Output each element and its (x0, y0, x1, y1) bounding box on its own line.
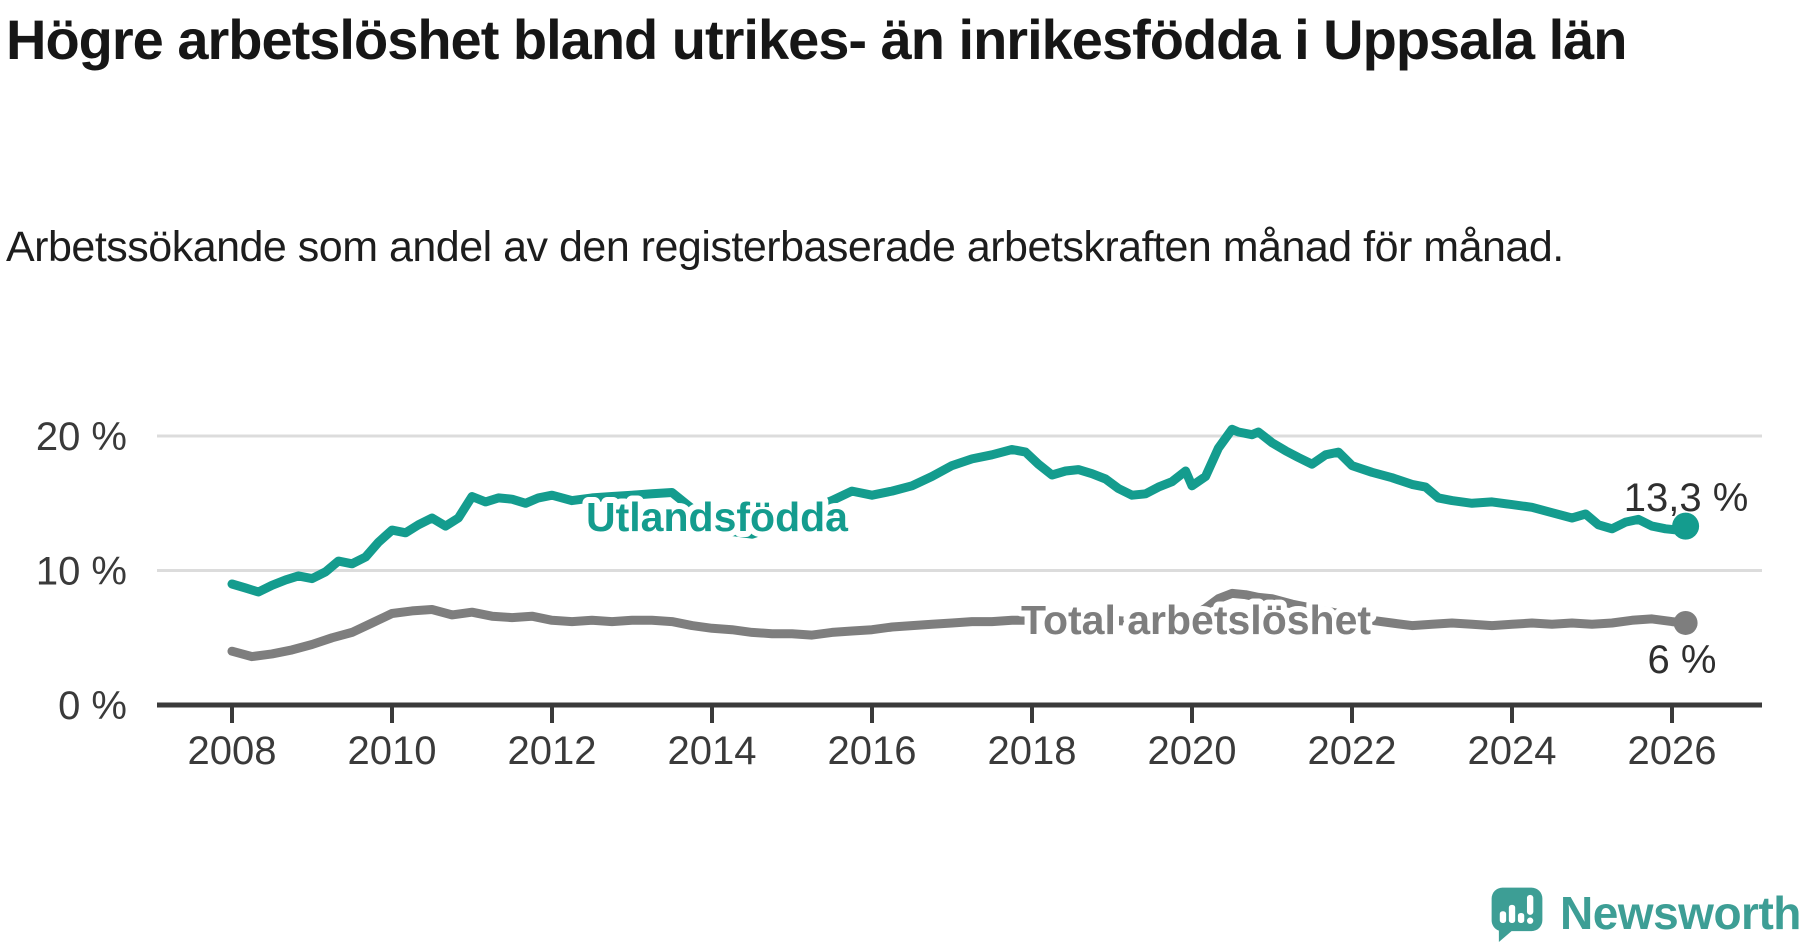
newsworthy-logo-icon (1491, 887, 1543, 942)
end-value-label-foreign-born: 13,3 % (1624, 476, 1749, 520)
gridlines (157, 434, 1762, 572)
y-axis-tick-label: 10 % (36, 550, 127, 594)
logo-exclamation-stem (1526, 894, 1534, 915)
x-axis-tick-label: 2024 (1468, 729, 1557, 773)
x-axis-tick-label: 2010 (348, 729, 437, 773)
end-value-label-total: 6 % (1648, 638, 1717, 682)
series-label-foreign-born: Utlandsfödda (586, 494, 849, 540)
logo-exclamation-dot (1526, 917, 1534, 924)
y-axis-tick-label: 0 % (58, 684, 127, 728)
x-axis-tick-label: 2014 (668, 729, 757, 773)
series-lines (227, 424, 1700, 662)
page-title: Högre arbetslöshet bland utrikes- än inr… (6, 8, 1628, 71)
x-axis-tick-label: 2020 (1148, 729, 1237, 773)
series-line-1 (227, 588, 1691, 662)
newsworthy-logo: Newsworthy (1488, 884, 1800, 942)
series-label-total: Total arbetslöshet (1021, 597, 1371, 643)
x-axis-tick-label: 2012 (508, 729, 597, 773)
x-axis-tick-label: 2016 (828, 729, 917, 773)
series-line-0 (227, 424, 1691, 597)
series-end-dot-1 (1673, 610, 1698, 635)
logo-bar-1 (1499, 911, 1507, 923)
chart-subtitle: Arbetssökande som andel av den registerb… (6, 223, 1564, 271)
x-axis-labels: 2008 2010 2012 2014 2016 2018 2020 2022 2024 2026 (188, 729, 1717, 773)
x-axis-tick-label: 2022 (1308, 729, 1397, 773)
x-axis-tick-label: 2026 (1628, 729, 1717, 773)
logo-bar-2 (1508, 904, 1516, 923)
newsworthy-logo-text: Newsworthy (1560, 887, 1800, 939)
logo-bar-3 (1517, 913, 1525, 923)
x-axis-tick-label: 2018 (988, 729, 1077, 773)
y-axis-tick-label: 20 % (36, 415, 127, 459)
y-axis-labels: 20 % 10 % 0 % (36, 415, 127, 728)
series-end-dot-0 (1672, 512, 1700, 540)
speech-bubble-shape (1491, 887, 1543, 942)
x-axis-tick-label: 2008 (188, 729, 277, 773)
x-axis-ticks (230, 705, 1674, 723)
